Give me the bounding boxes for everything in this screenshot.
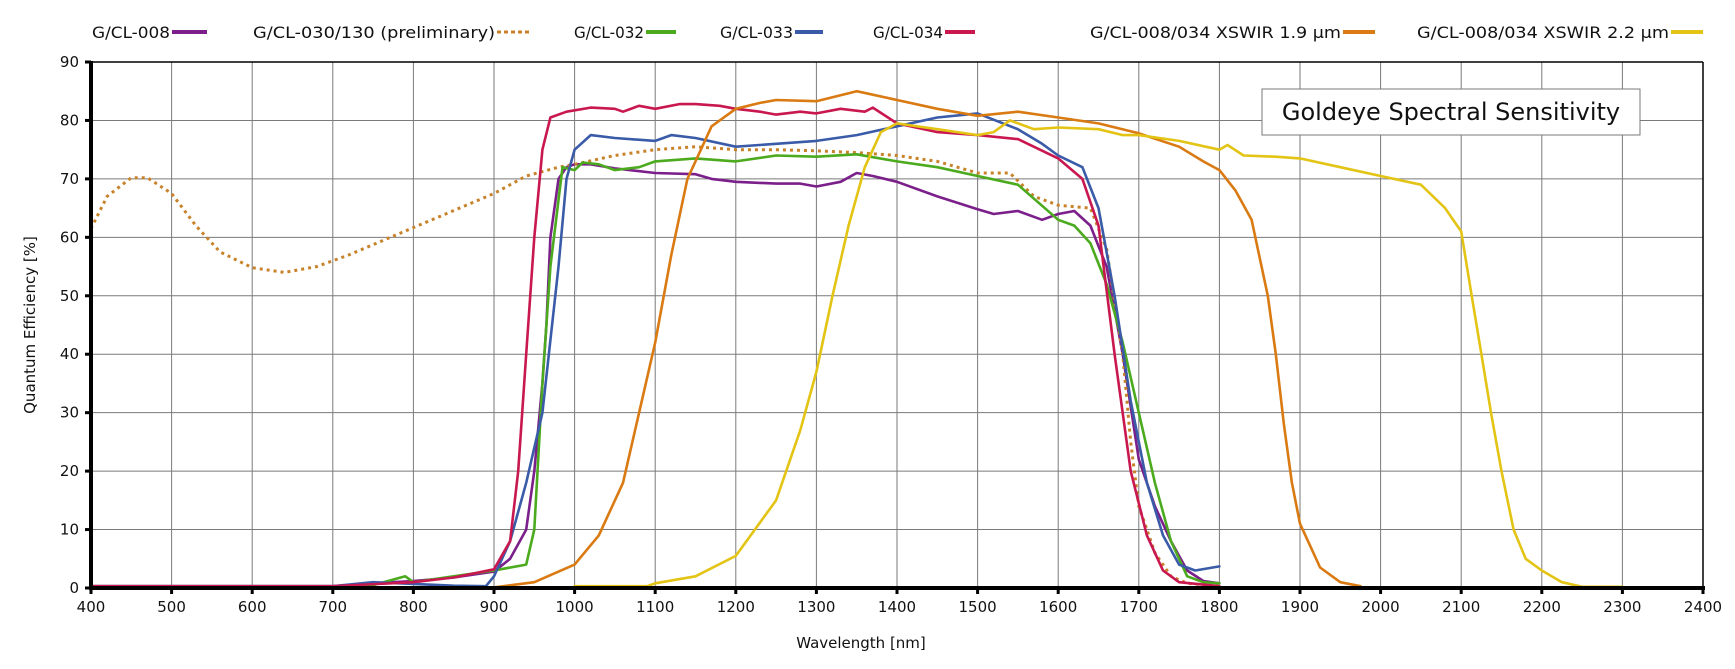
legend-label: G/CL-034 [873, 23, 943, 42]
legend-label: G/CL-030/130 (preliminary) [253, 23, 495, 42]
legend-label: G/CL-008/034 XSWIR 1.9 µm [1090, 23, 1341, 42]
y-axis-title: Quantum Efficiency [%] [21, 236, 39, 414]
y-tick-labels: 0 10 20 30 40 50 60 70 80 90 [60, 53, 79, 597]
x-tick-label: 2000 [1362, 598, 1400, 616]
legend-item: G/CL-032 [574, 23, 676, 42]
x-tick-label: 1600 [1039, 598, 1077, 616]
x-tick-label: 400 [77, 598, 106, 616]
series-lines [89, 89, 1624, 590]
y-tick-label: 80 [60, 111, 79, 129]
y-tick-label: 60 [60, 228, 79, 246]
x-tick-label: 1800 [1200, 598, 1238, 616]
legend: G/CL-008 G/CL-030/130 (preliminary) G/CL-0… [92, 23, 1703, 42]
x-tick-label: 1500 [959, 598, 997, 616]
y-tick-label: 70 [60, 170, 79, 188]
y-tick-label: 90 [60, 53, 79, 71]
x-tick-label: 900 [480, 598, 509, 616]
legend-item: G/CL-033 [720, 23, 823, 42]
y-tick-label: 50 [60, 287, 79, 305]
chart-title: Goldeye Spectral Sensitivity [1282, 98, 1620, 126]
y-tick-label: 40 [60, 345, 79, 363]
legend-item: G/CL-008/034 XSWIR 2.2 µm [1417, 23, 1703, 42]
x-tick-label: 1200 [717, 598, 755, 616]
x-tick-label: 600 [238, 598, 267, 616]
x-axis-title: Wavelength [nm] [796, 634, 926, 652]
legend-label: G/CL-008 [92, 23, 170, 42]
legend-label: G/CL-032 [574, 23, 644, 42]
y-tick-label: 0 [69, 579, 79, 597]
x-tick-label: 700 [318, 598, 347, 616]
gridlines [91, 61, 1704, 588]
x-tick-label: 1900 [1281, 598, 1319, 616]
x-tick-labels: 400 500 600 700 800 900 1000 1100 1200 1300 1400 15… [77, 598, 1722, 616]
series-line-3 [89, 112, 1221, 588]
y-tick-label: 10 [60, 521, 79, 539]
x-tick-label: 500 [157, 598, 186, 616]
x-tick-label: 1000 [556, 598, 594, 616]
y-tick-label: 20 [60, 462, 79, 480]
x-tick-label: 1300 [797, 598, 835, 616]
x-tick-label: 1700 [1120, 598, 1158, 616]
legend-label: G/CL-033 [720, 23, 793, 42]
x-tick-label: 1100 [636, 598, 674, 616]
legend-item: G/CL-008 [92, 23, 207, 42]
x-tick-label: 1400 [878, 598, 916, 616]
series-line-5 [492, 89, 1362, 589]
legend-label: G/CL-008/034 XSWIR 2.2 µm [1417, 23, 1669, 42]
legend-item: G/CL-034 [873, 23, 975, 42]
y-tick-label: 30 [60, 404, 79, 422]
x-tick-label: 2400 [1684, 598, 1722, 616]
x-tick-label: 2100 [1442, 598, 1480, 616]
x-tick-label: 2200 [1523, 598, 1561, 616]
legend-item: G/CL-030/130 (preliminary) [253, 23, 532, 42]
axes [85, 60, 1705, 594]
chart-title-frame [1261, 88, 1641, 136]
x-tick-label: 800 [399, 598, 428, 616]
x-tick-label: 2300 [1603, 598, 1641, 616]
chart-title-box: Goldeye Spectral Sensitivity [1261, 88, 1641, 136]
series-line-6 [573, 119, 1624, 589]
legend-item: G/CL-008/034 XSWIR 1.9 µm [1090, 23, 1375, 42]
